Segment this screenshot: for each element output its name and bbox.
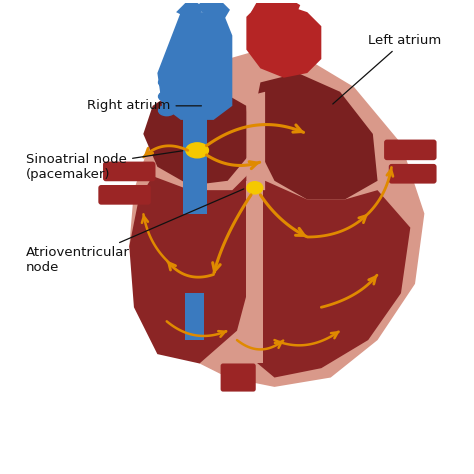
Polygon shape [185, 293, 204, 340]
Text: Right atrium: Right atrium [87, 100, 201, 112]
Polygon shape [246, 3, 321, 78]
Polygon shape [256, 73, 377, 200]
FancyBboxPatch shape [103, 162, 155, 181]
FancyBboxPatch shape [384, 139, 437, 160]
Polygon shape [246, 92, 265, 190]
Polygon shape [251, 0, 270, 21]
Ellipse shape [247, 182, 263, 194]
Polygon shape [279, 0, 300, 21]
Polygon shape [246, 181, 410, 377]
Text: Left atrium: Left atrium [333, 34, 441, 104]
FancyBboxPatch shape [98, 185, 151, 205]
Ellipse shape [158, 77, 175, 88]
Ellipse shape [186, 143, 209, 158]
Polygon shape [209, 0, 230, 21]
Ellipse shape [158, 91, 175, 101]
Polygon shape [183, 118, 207, 214]
Text: Sinoatrial node
(pacemaker): Sinoatrial node (pacemaker) [26, 151, 182, 181]
Polygon shape [129, 50, 424, 387]
Ellipse shape [158, 105, 175, 116]
FancyBboxPatch shape [220, 364, 256, 392]
Polygon shape [246, 181, 263, 364]
Polygon shape [265, 0, 289, 19]
Polygon shape [157, 12, 232, 120]
Polygon shape [143, 87, 251, 185]
Polygon shape [195, 0, 220, 19]
FancyBboxPatch shape [389, 164, 437, 183]
Polygon shape [176, 0, 204, 21]
Polygon shape [129, 167, 256, 364]
Text: Atrioventricular
node: Atrioventricular node [26, 189, 244, 274]
